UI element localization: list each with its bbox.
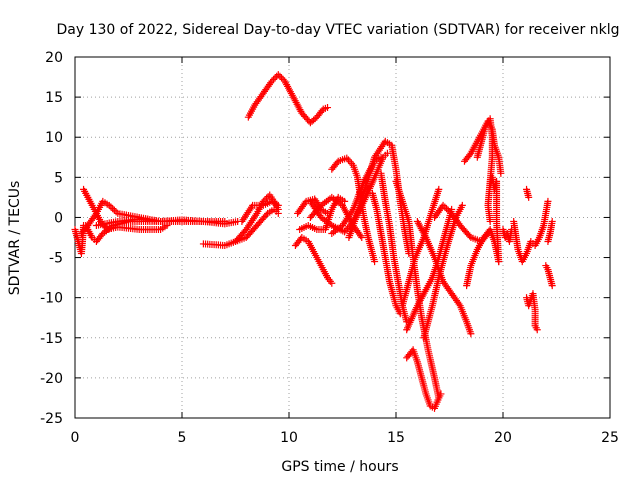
data-point [107, 203, 115, 211]
y-tick-label: -15 [40, 331, 63, 347]
y-tick-label: -25 [40, 411, 63, 427]
grid-lines [75, 57, 610, 418]
x-tick-label: 25 [601, 430, 619, 446]
x-tick-label: 20 [494, 430, 512, 446]
data-point [274, 201, 282, 209]
data-point [495, 258, 503, 266]
series-arc-32 [510, 197, 552, 266]
data-point [278, 74, 286, 82]
y-tick-label: -20 [40, 371, 63, 387]
data-point [263, 194, 271, 202]
data-point [98, 231, 106, 239]
series-arc-18 [368, 189, 404, 318]
series-arc-17 [345, 137, 413, 258]
data-point [357, 232, 365, 240]
y-tick-label: 10 [45, 130, 63, 146]
series-arc-33 [523, 290, 541, 334]
axis-ticks [74, 56, 611, 419]
series-arc-06 [199, 205, 282, 250]
series-arc-34 [523, 185, 533, 201]
data-point [444, 206, 452, 214]
data-point [268, 77, 276, 85]
x-tick-label: 5 [178, 430, 187, 446]
series-arc-31 [499, 225, 516, 246]
data-point [435, 185, 443, 193]
y-tick-label: 0 [54, 210, 63, 226]
data-point [269, 75, 277, 83]
series-arc-05 [92, 215, 242, 229]
y-tick-label: -10 [40, 291, 63, 307]
data-point [91, 211, 99, 219]
data-point [371, 258, 379, 266]
data-point [110, 206, 118, 214]
x-tick-labels: 0 5 10 15 20 25 [71, 430, 619, 446]
series-arc-09 [244, 71, 332, 127]
data-point [466, 151, 474, 159]
data-point [548, 217, 556, 225]
series-arc-35 [542, 262, 556, 290]
data-point [105, 201, 113, 209]
series-arc-30 [486, 173, 503, 266]
y-axis-label: SDTVAR / TECUs [7, 181, 23, 296]
data-point [497, 169, 505, 177]
x-tick-label: 10 [280, 430, 298, 446]
data-point [439, 201, 447, 209]
series-arc-29 [473, 115, 496, 225]
data-point [441, 203, 449, 211]
data-point [443, 205, 451, 213]
data-point [548, 282, 556, 290]
chart-title: Day 130 of 2022, Sidereal Day-to-day VTE… [57, 22, 620, 38]
data-point [544, 197, 552, 205]
data-point [328, 279, 336, 287]
data-point [271, 74, 279, 82]
data-point [344, 156, 352, 164]
data-point [467, 330, 475, 338]
data-point [112, 208, 120, 216]
series-arc-23 [403, 346, 445, 412]
data-point [377, 153, 385, 161]
series-arc-10 [291, 234, 336, 287]
data-point [358, 234, 366, 241]
series-arc-22 [403, 205, 456, 334]
data-point [276, 72, 284, 80]
y-tick-label: 20 [45, 50, 63, 66]
series-arc-25 [413, 217, 475, 338]
data-point [437, 390, 445, 398]
series-arc-08 [238, 197, 282, 225]
data-point [458, 201, 466, 209]
data-point [446, 208, 454, 216]
plot-frame [74, 56, 611, 419]
y-tick-label: 15 [45, 90, 63, 106]
data-point [324, 104, 332, 112]
data-point [486, 217, 494, 225]
y-tick-label: -5 [49, 251, 63, 267]
data-point [533, 326, 541, 334]
series-arc-36 [544, 217, 556, 246]
data-point [274, 71, 282, 79]
y-tick-labels: -25 -20 -15 -10 -5 0 5 10 15 20 [40, 50, 63, 427]
data-point [341, 197, 349, 205]
x-tick-label: 15 [387, 430, 405, 446]
x-axis-label: GPS time / hours [281, 459, 398, 475]
data-point [109, 205, 117, 213]
data-point [455, 300, 463, 308]
data-point [525, 193, 533, 201]
y-tick-label: 5 [54, 170, 63, 186]
x-tick-label: 0 [71, 430, 80, 446]
data-points [71, 71, 556, 412]
